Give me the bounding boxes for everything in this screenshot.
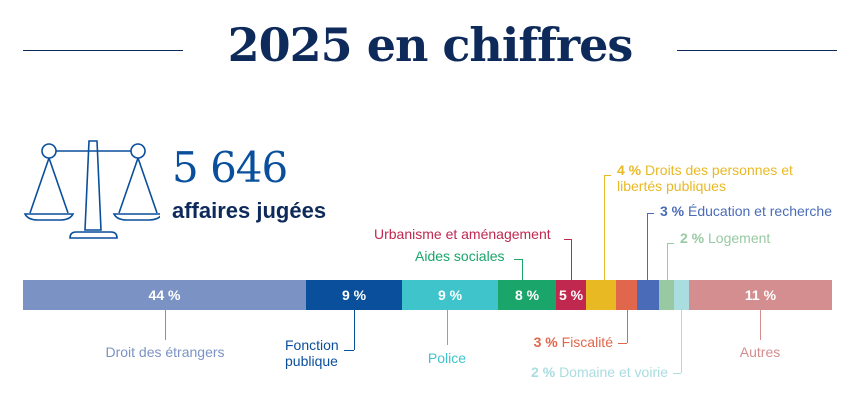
cases-judged-count: 5 646: [172, 143, 288, 192]
category-percent: 2 %: [680, 230, 709, 246]
category-label: 2 % Logement: [680, 230, 780, 246]
connector-line: [604, 175, 605, 280]
connector-line: [165, 310, 166, 340]
category-name: Éducation et recherche: [688, 203, 832, 219]
category-percent: 3 %: [660, 203, 689, 219]
bar-segment: [659, 280, 674, 310]
category-name: Autres: [739, 344, 781, 360]
connector-line: [354, 310, 355, 350]
category-name: Logement: [708, 230, 771, 246]
bar-segment: 11 %: [689, 280, 832, 310]
bar-segment: [616, 280, 637, 310]
scales-of-justice-icon: [23, 140, 160, 239]
category-name: Urbanisme et aménagement: [374, 226, 551, 242]
connector-line: [522, 259, 523, 280]
connector-line: [760, 310, 761, 340]
bar-segment: 8 %: [498, 280, 556, 310]
category-name: Domaine et voirie: [559, 364, 668, 380]
connector-line: [618, 343, 627, 344]
category-label: Autres: [700, 344, 820, 360]
connector-line: [564, 239, 571, 240]
category-name: Fiscalité: [561, 334, 613, 350]
title-rule-right: [677, 50, 837, 51]
category-name: Droits des personnes et libertés publiqu…: [617, 162, 793, 194]
category-percent: 4 %: [617, 162, 646, 178]
connector-line: [627, 310, 628, 343]
category-name: Fonction publique: [285, 337, 339, 369]
bar-segment: [637, 280, 659, 310]
category-name: Droit des étrangers: [105, 344, 225, 360]
bar-segment: 44 %: [23, 280, 306, 310]
bar-segment: 9 %: [402, 280, 498, 310]
category-name: Aides sociales: [415, 248, 505, 264]
connector-line: [667, 243, 674, 244]
connector-line: [681, 310, 682, 373]
connector-line: [667, 243, 668, 280]
connector-line: [647, 213, 654, 214]
category-label: Urbanisme et aménagement: [374, 226, 564, 242]
category-label: 3 % Fiscalité: [470, 334, 613, 350]
category-label: Droit des étrangers: [85, 344, 245, 360]
connector-line: [447, 310, 448, 345]
category-label: Police: [407, 350, 487, 366]
connector-line: [571, 239, 572, 280]
connector-line: [344, 350, 354, 351]
category-percent: 2 %: [531, 364, 560, 380]
page-title: 2025 en chiffres: [227, 18, 634, 72]
category-name: Police: [427, 350, 467, 366]
category-label: 4 % Droits des personnes et libertés pub…: [617, 162, 817, 194]
category-label: 3 % Éducation et recherche: [660, 203, 850, 219]
category-percent: 3 %: [533, 334, 562, 350]
bar-segment: 5 %: [556, 280, 586, 310]
category-label: 2 % Domaine et voirie: [500, 364, 668, 380]
connector-line: [514, 259, 522, 260]
connector-line: [673, 373, 681, 374]
bar-segment: [674, 280, 689, 310]
category-label: Aides sociales: [415, 248, 515, 264]
category-label: Fonction publique: [285, 337, 355, 369]
connector-line: [647, 213, 648, 280]
cases-judged-label: affaires jugées: [172, 198, 327, 223]
title-rule-left: [23, 50, 183, 51]
bar-segment: 9 %: [306, 280, 402, 310]
connector-line: [604, 175, 611, 176]
bar-segment: [586, 280, 616, 310]
